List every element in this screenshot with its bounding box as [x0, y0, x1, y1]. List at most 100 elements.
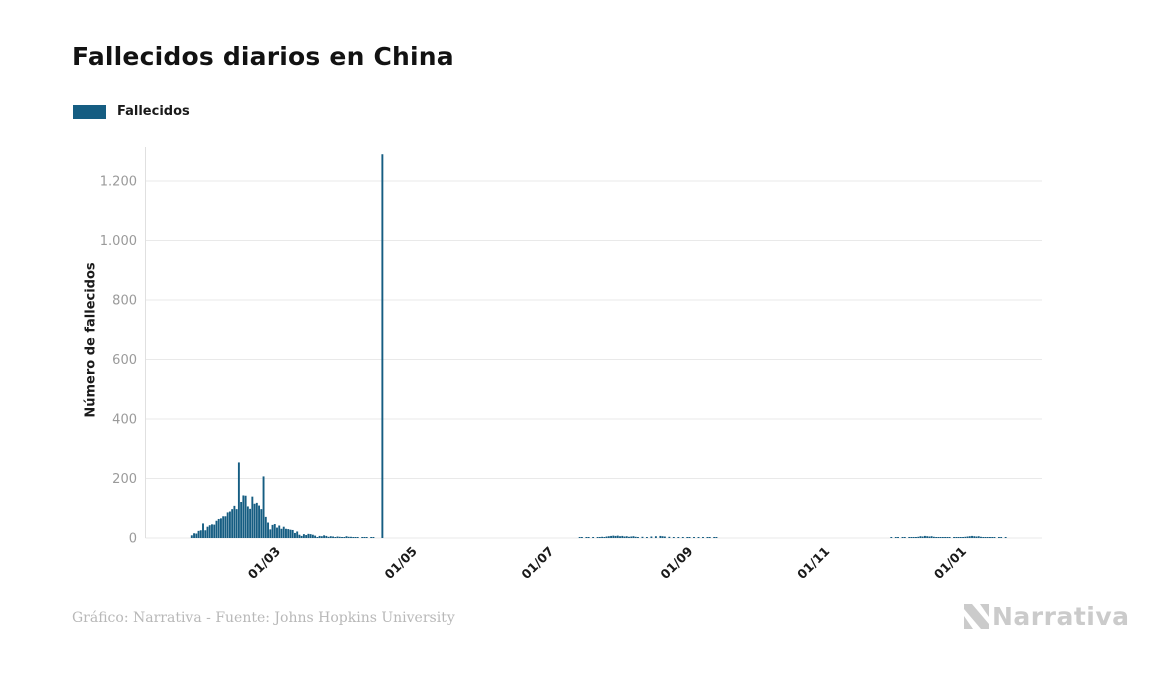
legend-item-fallecidos[interactable]: Fallecidos [73, 104, 190, 119]
bar[interactable] [193, 533, 195, 538]
bar[interactable] [329, 536, 332, 538]
bar[interactable] [235, 509, 238, 538]
bar[interactable] [915, 537, 917, 538]
bar[interactable] [997, 537, 1000, 538]
bar[interactable] [585, 537, 588, 538]
bar[interactable] [697, 537, 700, 538]
bar[interactable] [587, 537, 590, 538]
bar[interactable] [939, 537, 942, 538]
bar[interactable] [260, 509, 263, 538]
bar[interactable] [955, 537, 958, 538]
bar[interactable] [314, 535, 317, 538]
bar[interactable] [894, 537, 897, 538]
bar[interactable] [966, 536, 969, 538]
bar[interactable] [964, 536, 967, 538]
bar[interactable] [605, 536, 608, 538]
bar[interactable] [901, 537, 904, 538]
bar[interactable] [341, 537, 343, 538]
bar[interactable] [619, 536, 621, 538]
bar[interactable] [645, 537, 648, 538]
bar[interactable] [706, 537, 709, 538]
bar[interactable] [204, 530, 207, 538]
bar[interactable] [946, 537, 949, 538]
bar[interactable] [224, 516, 227, 538]
bar[interactable] [195, 533, 198, 538]
bar[interactable] [327, 536, 330, 538]
bar[interactable] [365, 537, 368, 538]
bar[interactable] [255, 502, 258, 538]
bar[interactable] [347, 536, 350, 538]
bar[interactable] [211, 524, 213, 538]
bar[interactable] [316, 537, 319, 538]
bar[interactable] [663, 536, 666, 538]
bar[interactable] [917, 536, 920, 538]
bar[interactable] [991, 537, 994, 538]
bar[interactable] [614, 535, 617, 538]
bar[interactable] [258, 505, 261, 538]
bar[interactable] [632, 536, 635, 538]
bar[interactable] [713, 537, 716, 538]
bar[interactable] [628, 536, 630, 538]
bar[interactable] [596, 537, 599, 538]
bar[interactable] [226, 512, 229, 538]
bar[interactable] [650, 536, 653, 538]
bar[interactable] [334, 537, 337, 538]
bar[interactable] [944, 537, 947, 538]
bar[interactable] [273, 524, 276, 538]
bar[interactable] [908, 537, 911, 538]
bar[interactable] [345, 536, 348, 538]
bar[interactable] [293, 532, 296, 538]
bar[interactable] [361, 537, 364, 538]
bar[interactable] [630, 536, 633, 538]
bar[interactable] [634, 536, 637, 538]
bar[interactable] [269, 529, 272, 538]
bar[interactable] [681, 537, 684, 538]
bar[interactable] [370, 537, 373, 538]
bar[interactable] [278, 525, 281, 538]
bar[interactable] [298, 534, 301, 538]
bar[interactable] [654, 536, 657, 538]
bar[interactable] [363, 537, 366, 538]
bar[interactable] [980, 536, 982, 538]
bar[interactable] [231, 509, 234, 538]
bar[interactable] [228, 511, 231, 538]
bar[interactable] [372, 537, 375, 538]
bar[interactable] [325, 535, 328, 538]
bar[interactable] [625, 536, 628, 538]
bar[interactable] [267, 522, 269, 538]
bar[interactable] [928, 536, 931, 538]
bar[interactable] [623, 536, 626, 538]
bar[interactable] [912, 537, 915, 538]
bar[interactable] [984, 537, 987, 538]
bar[interactable] [702, 537, 704, 538]
bar[interactable] [993, 537, 996, 538]
bar[interactable] [890, 537, 893, 538]
bar[interactable] [285, 528, 287, 538]
bar[interactable] [592, 537, 595, 538]
bar[interactable] [302, 534, 305, 538]
bar[interactable] [249, 508, 252, 538]
bar[interactable] [937, 537, 940, 538]
bar[interactable] [190, 535, 193, 538]
bar[interactable] [677, 537, 680, 538]
bar[interactable] [603, 537, 606, 538]
bar[interactable] [202, 523, 204, 538]
bar[interactable] [578, 537, 581, 538]
bar[interactable] [693, 537, 695, 538]
bar[interactable] [307, 533, 310, 539]
bar[interactable] [910, 537, 913, 538]
bar[interactable] [977, 536, 980, 538]
bar[interactable] [206, 526, 209, 538]
bar[interactable] [637, 537, 639, 538]
bar[interactable] [199, 530, 202, 538]
bar[interactable] [935, 537, 938, 538]
bar[interactable] [641, 536, 644, 538]
bar[interactable] [352, 537, 355, 538]
bar[interactable] [311, 534, 314, 538]
bar[interactable] [610, 535, 613, 538]
bar[interactable] [381, 154, 384, 539]
bar[interactable] [930, 536, 933, 538]
bar[interactable] [919, 536, 922, 538]
bar[interactable] [926, 536, 929, 538]
